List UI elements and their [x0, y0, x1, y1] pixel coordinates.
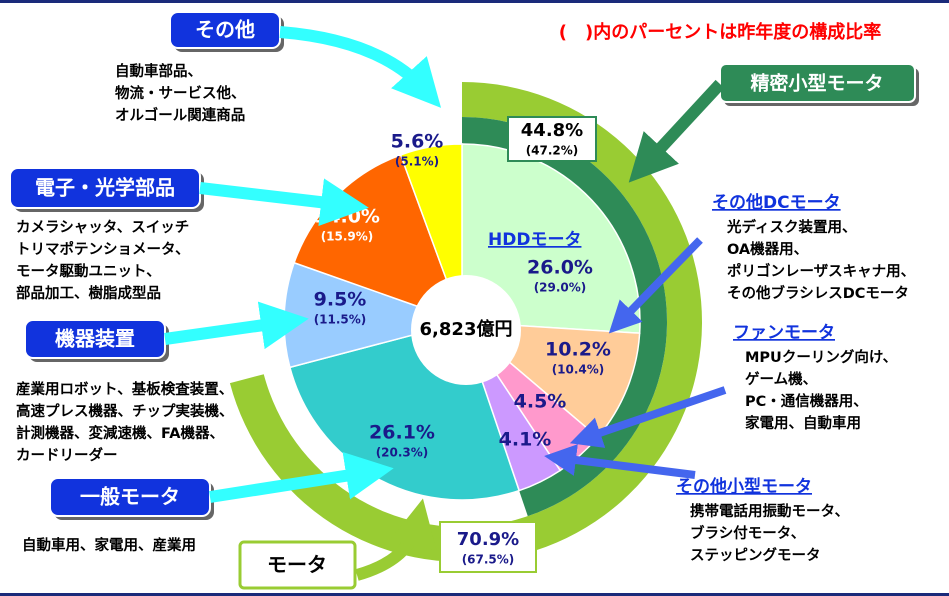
- category-description: 計測機器、変減速機、FA機器、: [16, 424, 224, 442]
- note: ( )内のパーセントは昨年度の構成比率: [559, 21, 881, 43]
- category-label: その他DCモータ: [712, 192, 841, 213]
- category-description: オルゴール関連商品: [115, 106, 245, 124]
- center-hole: [411, 275, 521, 385]
- category-description: ポリゴンレーザスキャナ用、: [727, 262, 915, 280]
- category-description: その他ブラシレスDCモータ: [727, 284, 909, 302]
- category-description: カメラシャッタ、スイッチ: [16, 219, 189, 236]
- category-label: ファンモータ: [733, 323, 835, 343]
- previous-label: (10.4%): [552, 363, 605, 377]
- previous-label: (11.5%): [314, 313, 367, 327]
- category-box: [169, 11, 281, 49]
- category-description: PC・通信機器用、: [745, 392, 868, 410]
- category-description: 家電用、自動車用: [745, 414, 861, 432]
- previous-label: (20.3%): [376, 446, 429, 460]
- category-label: HDDモータ: [488, 230, 581, 250]
- category-description: 部品加工、樹脂成型品: [16, 284, 161, 302]
- previous-label: (29.0%): [534, 281, 587, 295]
- ring-previous: (47.2%): [526, 144, 579, 158]
- value-label: 5.6%: [391, 131, 444, 153]
- ring-label: 精密小型モータ: [750, 72, 883, 95]
- ring-value: 44.8%: [521, 120, 583, 141]
- ring-arc: [462, 117, 667, 517]
- arrow: [199, 178, 369, 227]
- value-label: 14.0%: [314, 206, 380, 228]
- category-label: その他小型モータ: [676, 476, 812, 497]
- ring-box: [238, 540, 357, 590]
- category-description: 高速プレス機器、チップ実装機、: [16, 402, 234, 420]
- value-label: 4.1%: [499, 429, 552, 451]
- category-description: ステッピングモータ: [690, 546, 821, 564]
- category-description: MPUクーリング向け、: [745, 348, 897, 366]
- arrow: [355, 498, 437, 581]
- ring-value-box: [507, 116, 597, 162]
- category-label: 一般モータ: [80, 485, 180, 509]
- value-label: 26.0%: [527, 257, 593, 279]
- value-label: 4.5%: [514, 391, 567, 413]
- value-label: 9.5%: [314, 289, 367, 311]
- category-description: OA機器用、: [727, 240, 808, 258]
- category-description: 自動車用、家電用、産業用: [22, 536, 196, 554]
- top-rule: [0, 0, 949, 3]
- category-description: ブラシ付モータ、: [690, 524, 805, 542]
- category-label: 機器装置: [55, 327, 135, 351]
- bottom-rule: [0, 593, 949, 596]
- ring-box: [719, 63, 916, 103]
- value-label: 10.2%: [545, 339, 611, 361]
- arrow: [608, 237, 703, 334]
- previous-label: (15.9%): [321, 230, 374, 244]
- category-description: 産業用ロボット、基板検査装置、: [16, 380, 233, 398]
- category-description: 携帯電話用振動モータ、: [690, 502, 849, 520]
- ring-value: 70.9%: [457, 529, 519, 550]
- category-description: ゲーム機、: [745, 370, 817, 388]
- arrow: [209, 451, 394, 503]
- category-description: 光ディスク装置用、: [726, 218, 856, 236]
- category-description: モータ駆動ユニット、: [16, 263, 161, 280]
- arrow: [164, 301, 309, 350]
- arrow: [569, 386, 727, 448]
- pie-slice: [399, 143, 463, 323]
- category-description: 自動車部品、: [115, 62, 202, 80]
- previous-label: (5.1%): [395, 155, 439, 169]
- category-label: その他: [195, 18, 255, 42]
- ring-label: モータ: [267, 553, 327, 577]
- category-label: 電子・光学部品: [35, 176, 175, 200]
- category-description: 物流・サービス他、: [115, 84, 246, 102]
- ring-value-box: [439, 521, 537, 573]
- arrow: [628, 79, 725, 183]
- arrows: [164, 26, 727, 581]
- ring-previous: (67.5%): [462, 553, 515, 567]
- value-label: 26.1%: [369, 422, 435, 444]
- arrow: [544, 444, 696, 479]
- arrow: [279, 26, 442, 108]
- category-description: カードリーダー: [16, 446, 118, 464]
- center-label: 6,823億円: [420, 318, 513, 340]
- category-description: トリマポテンショメータ、: [16, 240, 190, 258]
